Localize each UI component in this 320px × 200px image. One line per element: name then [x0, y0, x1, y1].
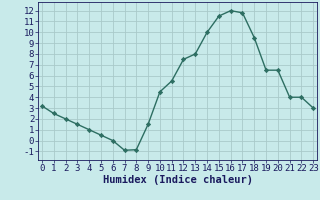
X-axis label: Humidex (Indice chaleur): Humidex (Indice chaleur): [103, 175, 252, 185]
